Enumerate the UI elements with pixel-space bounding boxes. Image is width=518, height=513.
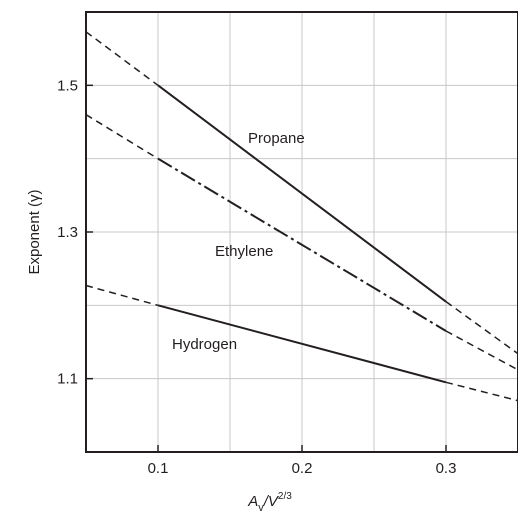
grid bbox=[86, 12, 518, 452]
series-extrapolation-propane bbox=[445, 301, 518, 355]
series-extrapolation-ethylene bbox=[85, 114, 159, 160]
series-label-hydrogen: Hydrogen bbox=[172, 336, 237, 353]
series-ethylene bbox=[85, 114, 518, 371]
y-tick-label: 1.5 bbox=[57, 77, 78, 94]
series-label-propane: Propane bbox=[248, 130, 305, 147]
series-extrapolation-propane bbox=[85, 31, 159, 86]
x-axis-label-main: A bbox=[247, 493, 258, 510]
series-line-hydrogen bbox=[157, 304, 447, 384]
series-hydrogen bbox=[85, 284, 518, 402]
x-axis-label-sub: v bbox=[258, 502, 264, 513]
x-tick-label: 0.1 bbox=[148, 460, 169, 477]
series-line-propane bbox=[157, 84, 447, 303]
series-extrapolation-hydrogen bbox=[85, 284, 159, 307]
y-tick-label: 1.1 bbox=[57, 371, 78, 388]
x-tick-label: 0.2 bbox=[292, 460, 313, 477]
x-axis-label-sup: 2/3 bbox=[278, 491, 292, 502]
series-label-ethylene: Ethylene bbox=[215, 243, 273, 260]
x-axis-label: Av/V2/3 bbox=[247, 491, 292, 513]
x-tick-label: 0.3 bbox=[436, 460, 457, 477]
y-axis-label: Exponent (γ) bbox=[26, 189, 43, 274]
y-tick-label: 1.3 bbox=[57, 224, 78, 241]
series-propane bbox=[85, 31, 518, 355]
series-extrapolation-ethylene bbox=[445, 330, 518, 371]
series-labels: Propane Ethylene Hydrogen bbox=[172, 130, 305, 353]
series-extrapolation-hydrogen bbox=[445, 381, 518, 402]
series-line-ethylene bbox=[157, 157, 447, 332]
x-axis-label-mid: /V bbox=[263, 493, 280, 510]
ticks: 0.1 0.2 0.3 1.1 1.3 1.5 bbox=[57, 77, 456, 477]
series-lines bbox=[85, 31, 518, 402]
